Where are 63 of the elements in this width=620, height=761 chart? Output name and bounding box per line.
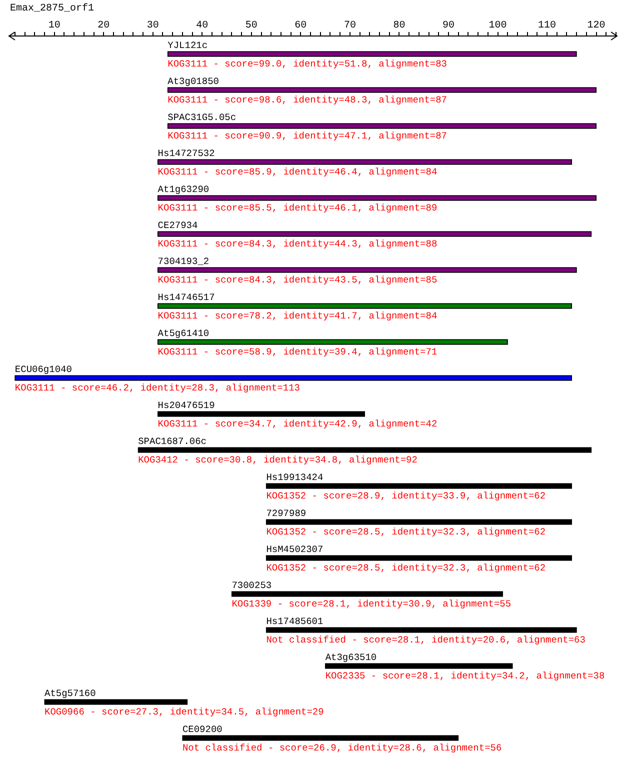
x-tick-label: 40 [196,20,208,32]
y-tick-label: 7304193_2 [158,256,210,267]
data-label: KOG3111 - score=46.2, identity=28.3, alignment=113 [14,382,300,394]
data-label: KOG3111 - score=84.3, identity=44.3, alignment=88 [158,238,438,250]
bar [44,699,188,705]
x-tick-label: 100 [488,20,507,32]
bar [266,519,572,525]
data-label: Not classified - score=26.9, identity=28.6, alignment=56 [182,742,502,754]
x-tick-label: 10 [48,20,60,32]
bar [266,627,577,633]
x-tick-label: 70 [344,20,356,32]
y-tick-label: 7300253 [232,580,272,591]
data-label: KOG2335 - score=28.1, identity=34.2, alignment=38 [325,670,605,682]
x-tick-label: 30 [146,20,159,32]
x-tick-label: 90 [442,20,454,32]
bar [231,591,504,597]
x-tick-label: 120 [587,20,606,32]
x-tick-label: 80 [393,20,406,32]
y-tick-label: ECU06g1040 [14,364,72,375]
y-tick-label: At5g57160 [44,688,96,699]
bar [266,555,572,561]
y-tick-label: At1g63290 [158,184,210,195]
data-label: KOG3111 - score=98.6, identity=48.3, alignment=87 [168,94,448,106]
y-tick-label: SPAC1687.06c [138,436,207,447]
data-label: KOG3111 - score=58.9, identity=39.4, alignment=71 [158,346,438,358]
bar [138,447,592,453]
chart-title: Emax_2875_orf1 [10,2,94,15]
data-label: KOG3111 - score=84.3, identity=43.5, alignment=85 [158,274,438,286]
bar [182,735,459,741]
y-tick-label: CE09200 [182,724,223,735]
data-label: KOG3111 - score=85.5, identity=46.1, alignment=89 [158,202,438,214]
data-label: KOG3111 - score=85.9, identity=46.4, alignment=84 [158,166,438,178]
y-tick-label: Hs17485601 [266,616,324,627]
data-label: KOG3412 - score=30.8, identity=34.8, alignment=92 [138,454,418,466]
y-tick-label: SPAC31G5.05c [168,112,236,123]
x-tick-label: 20 [98,20,110,32]
bar [157,411,366,417]
y-tick-label: CE27934 [158,220,198,231]
y-tick-label: Hs14727532 [158,148,216,159]
y-tick-label: At3g63510 [325,652,377,663]
y-tick-label: Hs19913424 [266,472,324,483]
data-label: Not classified - score=28.1, identity=20.6, alignment=63 [266,634,586,646]
data-label: KOG1352 - score=28.5, identity=32.3, alignment=62 [266,526,546,538]
data-label: KOG3111 - score=78.2, identity=41.7, alignment=84 [158,310,438,322]
x-tick-label: 50 [245,20,258,32]
y-tick-label: HsM4502307 [266,544,324,555]
data-label: KOG1339 - score=28.1, identity=30.9, alignment=55 [232,598,512,610]
y-tick-label: Hs14746517 [158,292,215,303]
y-tick-label: 7297989 [266,508,306,519]
y-tick-label: Hs20476519 [158,400,216,411]
data-label: KOG3111 - score=99.0, identity=51.8, alignment=83 [168,58,448,70]
data-label: KOG1352 - score=28.5, identity=32.3, alignment=62 [266,562,546,574]
data-label: KOG0966 - score=27.3, identity=34.5, alignment=29 [44,706,324,718]
y-tick-label: At3g01850 [168,76,220,87]
y-tick-label: At5g61410 [158,328,210,339]
y-tick-label: YJL121c [168,40,208,51]
data-label: KOG3111 - score=90.9, identity=47.1, alignment=87 [168,130,448,142]
bar [266,483,572,489]
bar [324,663,513,669]
data-label: KOG1352 - score=28.9, identity=33.9, alignment=62 [266,490,546,502]
x-tick-label: 110 [538,20,556,32]
data-label: KOG3111 - score=34.7, identity=42.9, alignment=42 [158,418,438,430]
x-tick-label: 60 [294,20,307,32]
